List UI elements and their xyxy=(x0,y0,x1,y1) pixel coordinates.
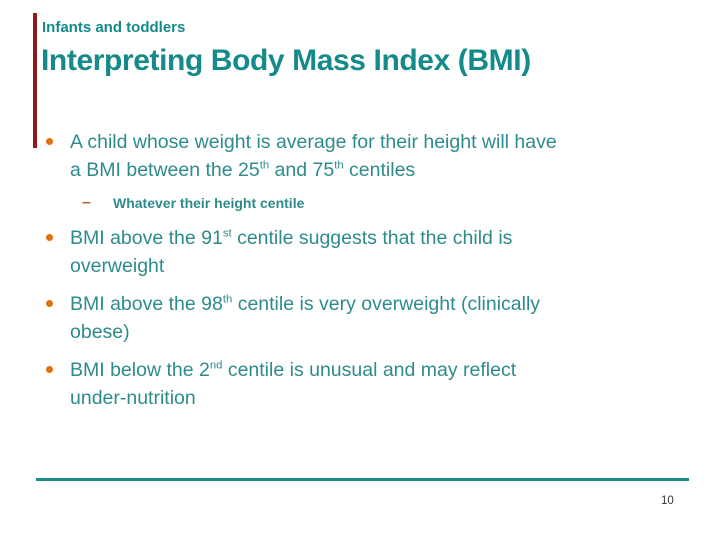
bullet-list: A child whose weight is average for thei… xyxy=(44,128,704,422)
bullet-item: BMI above the 91st centile suggests that… xyxy=(44,224,704,280)
bullet-text: BMI above the 98th centile is very overw… xyxy=(70,293,541,343)
sub-bullet-item: – Whatever their height centile xyxy=(44,194,704,212)
bullet-item: A child whose weight is average for thei… xyxy=(44,128,704,184)
slide-title: Interpreting Body Mass Index (BMI) xyxy=(41,44,531,77)
bullet-dot-icon xyxy=(44,290,70,307)
bullet-text: Whatever their height centile xyxy=(113,195,305,211)
slide-kicker: Infants and toddlers xyxy=(42,19,186,36)
bullet-dot-icon xyxy=(44,356,70,373)
bullet-text: A child whose weight is average for thei… xyxy=(70,131,557,181)
bullet-dot-icon xyxy=(44,128,70,145)
bullet-dot-icon xyxy=(44,224,70,241)
page-number: 10 xyxy=(661,495,674,507)
footer-divider xyxy=(36,478,689,481)
bullet-text: BMI above the 91st centile suggests that… xyxy=(70,227,513,277)
title-accent-bar xyxy=(33,13,37,148)
bullet-item: BMI above the 98th centile is very overw… xyxy=(44,290,704,346)
dash-icon: – xyxy=(82,194,91,211)
bullet-item: BMI below the 2nd centile is unusual and… xyxy=(44,356,704,412)
bullet-text: BMI below the 2nd centile is unusual and… xyxy=(70,359,517,409)
